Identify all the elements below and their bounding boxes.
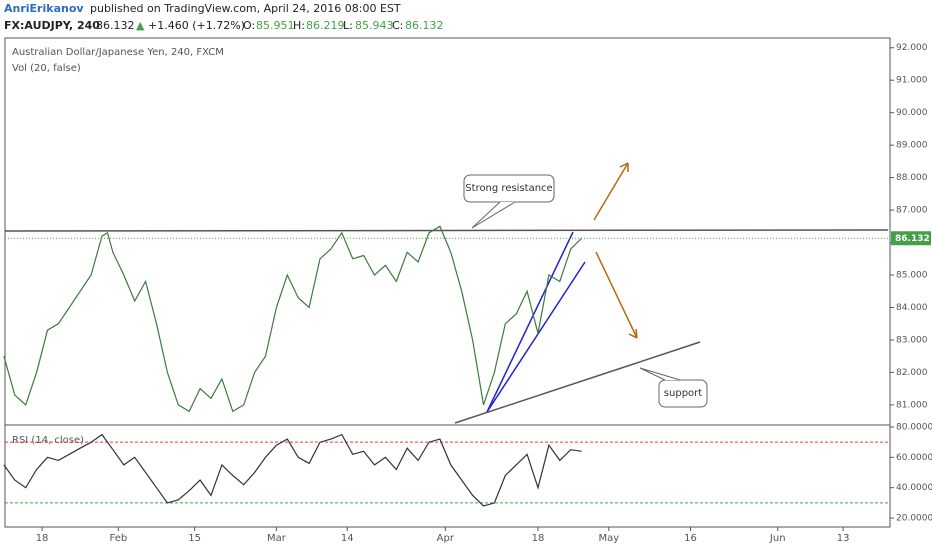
x-tick-label: May [598,533,619,544]
l: 85.943 [355,19,394,32]
channel-upper [486,231,574,413]
y-tick-label: 89.000 [896,141,928,151]
y-tick-label: 91.000 [896,76,928,86]
x-tick-label: Feb [109,533,127,544]
x-tick-label: 14 [341,533,354,544]
y-tick-label: 92.000 [896,43,928,53]
x-tick-label: Jun [769,533,786,544]
vol-label: Vol (20, false) [12,63,81,74]
price-line [3,225,583,413]
y-tick-label: 20.0000 [896,514,932,524]
l-label: L: [343,19,353,32]
x-tick-label: 15 [188,533,201,544]
x-tick-label: 18 [532,533,545,544]
y-tick-label: 82.000 [896,368,928,378]
y-tick-label: 84.000 [896,303,928,313]
arrow: ▲ [136,19,145,32]
published: published on TradingView.com, April 24, … [90,2,401,15]
x-tick-label: 18 [36,533,49,544]
x-tick-label: Mar [267,533,287,544]
up-arrow [593,162,629,221]
price: 86.132 [96,19,135,32]
up-arrow-head [619,162,629,172]
resistance-line [4,229,889,232]
c: 86.132 [405,19,444,32]
resistance-text: Strong resistance [465,183,552,194]
o-label: O: [243,19,255,32]
y-tick-label: 85.000 [896,271,928,281]
last-price-label: 86.132 [895,234,930,244]
h-label: H: [293,19,305,32]
x-tick-label: Apr [437,533,455,544]
frame [4,37,891,528]
y-tick-label: 40.0000 [896,483,932,493]
support-pointer [639,367,681,381]
channel-lower [486,261,586,413]
y-tick-label: 81.000 [896,400,928,410]
symbol: FX:AUDJPY, 240 [4,19,100,32]
h: 86.219 [306,19,345,32]
price-line [3,433,582,507]
support-callout [658,379,708,408]
last-price-box [891,231,931,246]
c-label: C: [392,19,403,32]
o: 85.951 [256,19,295,32]
y-tick-label: 88.000 [896,173,928,183]
price-title: Australian Dollar/Japanese Yen, 240, FXC… [12,47,224,58]
change: +1.460 (+1.72%) [148,19,245,32]
y-tick-label: 60.0000 [896,453,932,463]
author[interactable]: AnriErikanov [4,2,84,15]
x-tick-label: 16 [684,533,697,544]
y-tick-label: 80.0000 [896,422,932,432]
down-arrow [595,251,638,339]
support-line [454,341,701,424]
rsi-title: RSI (14, close) [12,435,84,446]
down-arrow-head [628,328,638,339]
resistance-pointer [471,201,516,229]
y-tick-label: 87.000 [896,206,928,216]
support-text: support [664,388,702,399]
x-tick-label: 13 [837,533,850,544]
y-tick-label: 90.000 [896,108,928,118]
y-tick-label: 83.000 [896,335,928,345]
